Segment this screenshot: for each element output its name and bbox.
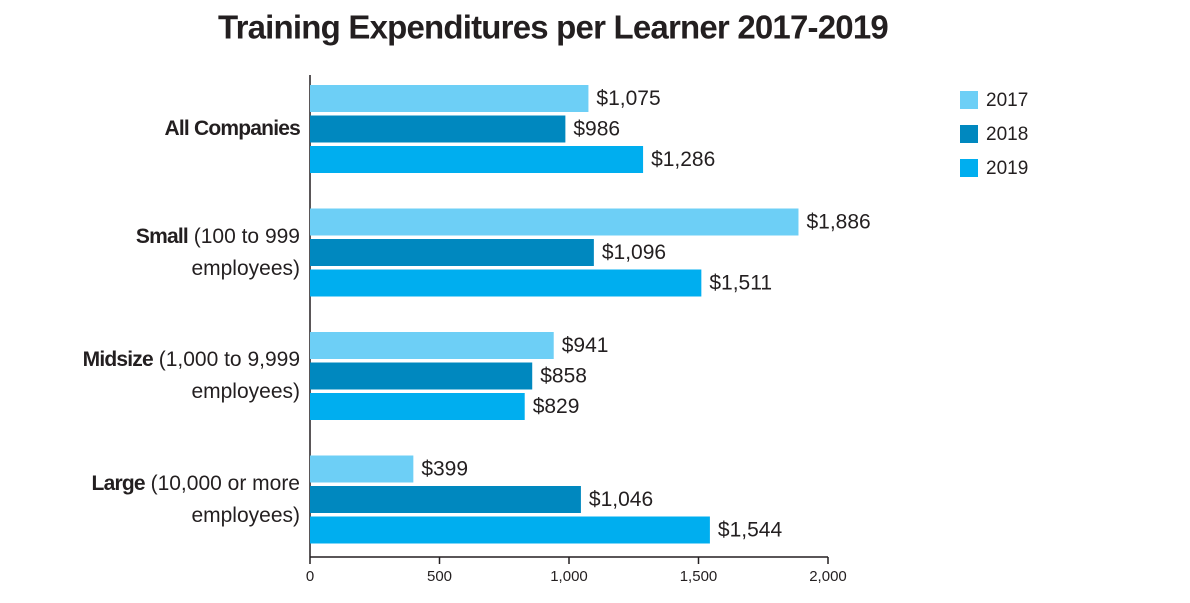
value-label: $1,886 <box>806 211 870 234</box>
x-tick-label: 1,500 <box>680 568 718 585</box>
value-label: $1,286 <box>651 148 715 171</box>
value-label: $1,544 <box>718 519 783 542</box>
legend-swatch <box>960 125 978 143</box>
legend-label: 2017 <box>986 90 1028 111</box>
bar <box>310 486 581 513</box>
legend-swatch <box>960 159 978 177</box>
legend-label: 2019 <box>986 158 1028 179</box>
value-label: $858 <box>540 365 587 388</box>
category-name: Small <box>135 224 189 248</box>
bar <box>310 146 644 173</box>
category-label: Large (10,000 or more employees) <box>60 468 300 532</box>
legend-label: 2018 <box>986 124 1028 145</box>
x-tick-label: 500 <box>427 568 452 585</box>
bar <box>310 455 414 483</box>
value-label: $1,511 <box>709 272 772 295</box>
bar <box>310 85 589 112</box>
category-label: Small (100 to 999 employees) <box>60 221 300 285</box>
bar <box>310 516 710 544</box>
bar <box>310 269 702 297</box>
category-label: All Companies <box>60 113 301 145</box>
category-name: Large <box>91 471 146 495</box>
value-label: $1,096 <box>602 241 666 264</box>
category-detail: (100 to 999 employees) <box>191 224 300 280</box>
bar <box>310 332 554 359</box>
value-label: $1,046 <box>589 488 653 511</box>
value-label: $986 <box>573 118 620 141</box>
chart-title: Training Expenditures per Learner 2017-2… <box>218 9 888 46</box>
category-detail: (1,000 to 9,999 employees) <box>158 348 300 403</box>
bar <box>310 208 799 236</box>
bar <box>310 115 566 143</box>
category-detail: (10,000 or more employees) <box>150 471 300 527</box>
value-label: $399 <box>421 458 468 481</box>
category-name: Midsize <box>82 348 154 371</box>
bar <box>310 393 525 420</box>
value-label: $1,075 <box>596 87 660 110</box>
bar <box>310 362 533 390</box>
category-name: All Companies <box>164 117 301 140</box>
bar <box>310 239 594 266</box>
x-tick-label: 0 <box>306 568 314 585</box>
value-label: $829 <box>533 395 580 418</box>
legend-swatch <box>960 91 978 109</box>
value-label: $941 <box>562 334 609 357</box>
x-tick-label: 1,000 <box>550 568 588 585</box>
category-label: Midsize (1,000 to 9,999 employees) <box>60 344 300 408</box>
x-tick-label: 2,000 <box>809 568 847 585</box>
